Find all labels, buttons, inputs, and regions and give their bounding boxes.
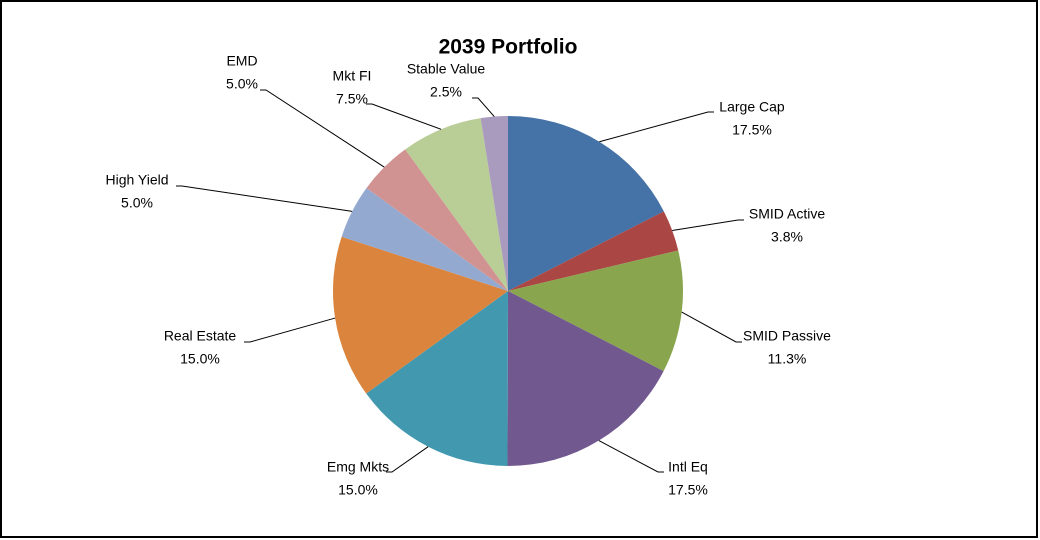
data-label-name: EMD [226,53,257,69]
data-label-value: 5.0% [226,76,258,92]
leader-line [176,185,353,212]
data-label-name: Large Cap [719,99,785,115]
pie-slice [508,116,664,291]
data-label-name: Emg Mkts [327,459,389,475]
data-label-name: SMID Active [749,206,825,222]
leader-line [366,103,442,130]
data-label-value: 15.0% [338,482,378,498]
chart-title: 2039 Portfolio [439,36,578,59]
data-label-value: 17.5% [668,482,708,498]
data-label-name: Real Estate [164,328,237,344]
pie-slice [405,118,508,292]
leader-line [681,311,742,343]
pie-slice [507,291,664,466]
data-label-value: 5.0% [121,195,153,211]
data-label-value: 7.5% [336,91,368,107]
data-label-name: High Yield [105,172,168,188]
data-label-value: 17.5% [732,122,772,138]
leader-line [260,89,385,168]
data-label-name: Stable Value [407,61,486,77]
pie-slice [332,236,508,394]
leader-line [386,446,429,473]
leader-line [672,219,744,231]
data-label-value: 3.8% [771,229,803,245]
data-label-name: Intl Eq [668,459,708,475]
data-label-name: SMID Passive [743,328,831,344]
data-label-value: 11.3% [768,351,807,367]
leader-line [599,111,714,143]
pie-slice [508,250,683,372]
leader-line [472,97,495,117]
pie-slice [366,291,508,466]
leader-line [244,317,336,343]
pie-slice [508,211,679,291]
pie-slice [341,188,508,291]
pie-slice [366,149,508,291]
pie-slice [480,116,508,291]
leader-line [598,440,664,473]
data-label-value: 15.0% [180,351,220,367]
data-label-name: Mkt FI [333,68,372,84]
data-label-value: 2.5% [430,84,462,100]
